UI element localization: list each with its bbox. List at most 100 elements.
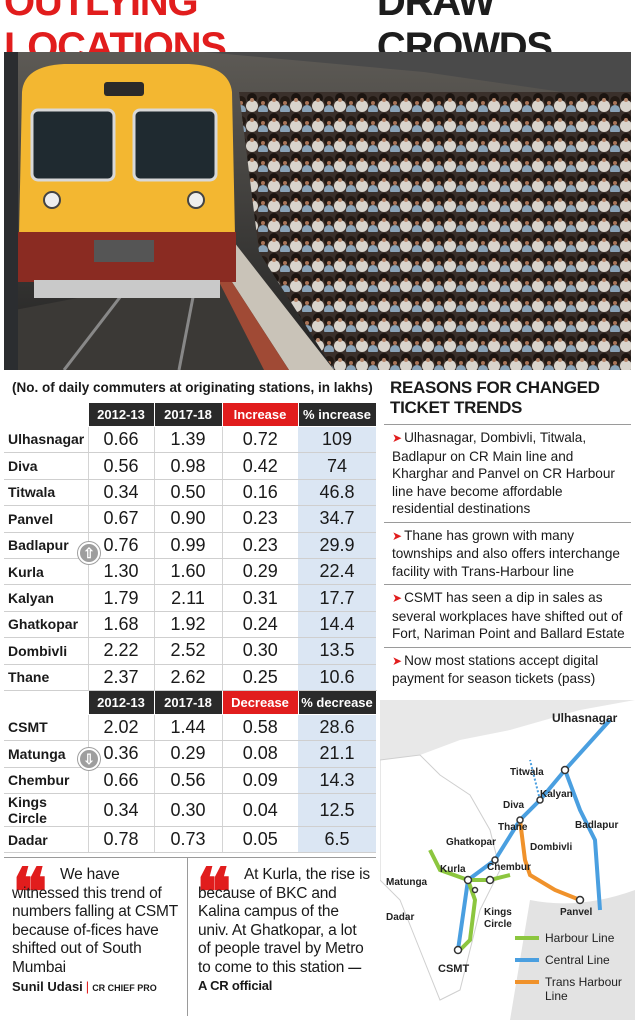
station-cell: Matunga [4,740,88,768]
station-cell: Kalyan [4,584,88,612]
value-2017-18: 2.62 [153,664,222,691]
header-increase: Increase [221,402,299,427]
station-cell: Kurla [4,558,88,586]
value-2012-13: 1.30 [87,558,154,586]
value-2017-18: 2.11 [153,584,222,612]
value-change: 0.04 [221,793,298,828]
reasons-title-line2: TICKET TRENDS [390,398,523,417]
table-row: Kings Circle 0.34 0.30 0.04 12.5 [4,793,376,828]
triangle-bullet-icon: ➤ [392,431,403,445]
table-row: Dadar 0.78 0.73 0.05 6.5 [4,826,376,854]
header-pct-increase: % increase [297,402,377,427]
map-label-matunga: Matunga [386,877,428,888]
value-2017-18: 1.44 [153,714,222,742]
quote-author: Sunil Udasi | CR CHIEF PRO [12,979,157,994]
header-2012-13: 2012-13 [87,689,155,715]
commuters-photo [4,52,631,370]
train-crowd-illustration [4,52,631,370]
table-row: Badlapur 0.76 0.99 0.23 29.9 [4,532,376,559]
value-change: 0.09 [221,767,298,795]
table-row: Kurla 1.30 1.60 0.29 22.4 [4,558,376,586]
station-cell: Titwala [4,479,88,507]
map-label-chembur: Chembur [487,862,531,873]
value-change: 0.08 [221,740,298,768]
value-pct-change: 14.3 [298,767,376,795]
table-row: Titwala 0.34 0.50 0.16 46.8 [4,479,376,507]
header-pct-decrease: % decrease [297,689,377,715]
header-2012-13: 2012-13 [87,402,155,427]
table-row: CSMT 2.02 1.44 0.58 28.6 [4,714,376,742]
value-pct-change: 46.8 [298,479,376,507]
table-row: Dombivli 2.22 2.52 0.30 13.5 [4,637,376,665]
value-change: 0.05 [221,826,298,854]
value-change: 0.58 [221,714,298,742]
value-pct-change: 29.9 [298,532,376,559]
value-pct-change: 21.1 [298,740,376,768]
table-row: Ghatkopar 1.68 1.92 0.24 14.4 [4,611,376,639]
value-pct-change: 109 [298,426,376,454]
commuters-table-panel: (No. of daily commuters at originating s… [4,372,377,855]
table-row: Thane 2.37 2.62 0.25 10.6 [4,664,376,691]
value-2012-13: 2.02 [87,714,154,742]
decrease-rows: CSMT 2.02 1.44 0.58 28.6 Matunga 0.36 0.29 0.08 2… [4,714,376,854]
value-2017-18: 0.29 [153,740,222,768]
header-2017-18: 2017-18 [153,689,223,715]
value-2012-13: 0.66 [87,767,154,795]
station-cell: Diva [4,452,88,480]
reasons-title: REASONS FOR CHANGED TICKET TRENDS [384,372,631,418]
table-row: Diva 0.56 0.98 0.42 74 [4,452,376,480]
legend-swatch-trans [515,980,539,984]
increase-header-row: 2012-13 2017-18 Increase % increase [4,402,377,427]
value-pct-change: 17.7 [298,584,376,612]
station-cell: Badlapur [4,532,88,559]
value-pct-change: 13.5 [298,637,376,665]
station-cell: CSMT [4,714,88,742]
value-pct-change: 6.5 [298,826,376,854]
value-2017-18: 0.99 [153,532,222,559]
value-2012-13: 2.22 [87,637,154,665]
value-pct-change: 12.5 [298,793,376,828]
station-cell: Chembur [4,767,88,795]
station-cell: Panvel [4,505,88,533]
legend-swatch-central [515,958,539,962]
map-label-thane: Thane [498,822,528,833]
value-pct-change: 28.6 [298,714,376,742]
map-label-dadar: Dadar [386,912,414,923]
quote-text: We have witnessed this trend of numbers … [12,866,178,976]
value-change: 0.31 [221,584,298,612]
map-label-badlapur: Badlapur [575,820,618,831]
value-change: 0.23 [221,532,298,559]
legend-label-central: Central Line [545,953,610,967]
table-caption: (No. of daily commuters at originating s… [12,379,373,395]
quote-right: ❝ At Kurla, the rise is because of BKC a… [188,858,376,1016]
map-label-panvel: Panvel [560,907,592,918]
rail-map: Ulhasnagar Titwala Kalyan Diva Thane Bad… [379,700,635,1020]
value-2017-18: 0.90 [153,505,222,533]
value-change: 0.23 [221,505,298,533]
value-2017-18: 0.30 [153,793,222,828]
value-pct-change: 22.4 [298,558,376,586]
value-2017-18: 0.50 [153,479,222,507]
legend-swatch-harbour [515,936,539,940]
table-row: Panvel 0.67 0.90 0.23 34.7 [4,505,376,533]
legend-label-trans-2: Line [545,989,568,1003]
value-2012-13: 1.68 [87,611,154,639]
map-label-diva: Diva [503,800,525,811]
value-2012-13: 0.34 [87,793,154,828]
map-label-circle: Circle [484,919,512,930]
legend-label-trans: Trans Harbour [545,975,622,989]
value-2012-13: 0.34 [87,479,154,507]
station-cell: Thane [4,664,88,691]
map-label-ulhasnagar: Ulhasnagar [552,711,618,725]
value-2017-18: 1.92 [153,611,222,639]
value-2012-13: 0.66 [87,426,154,454]
value-pct-change: 34.7 [298,505,376,533]
headline: OUTLYING LOCATIONS DRAW CROWDS [0,0,635,69]
value-2012-13: 1.79 [87,584,154,612]
value-2017-18: 2.52 [153,637,222,665]
table-row: Ulhasnagar 0.66 1.39 0.72 109 [4,426,376,454]
quotes-panel: ❝ We have witnessed this trend of number… [4,857,376,1016]
map-label-kurla: Kurla [440,864,466,875]
reasons-panel: REASONS FOR CHANGED TICKET TRENDS ➤ Ulhas… [384,372,631,692]
station-cell: Dombivli [4,637,88,665]
